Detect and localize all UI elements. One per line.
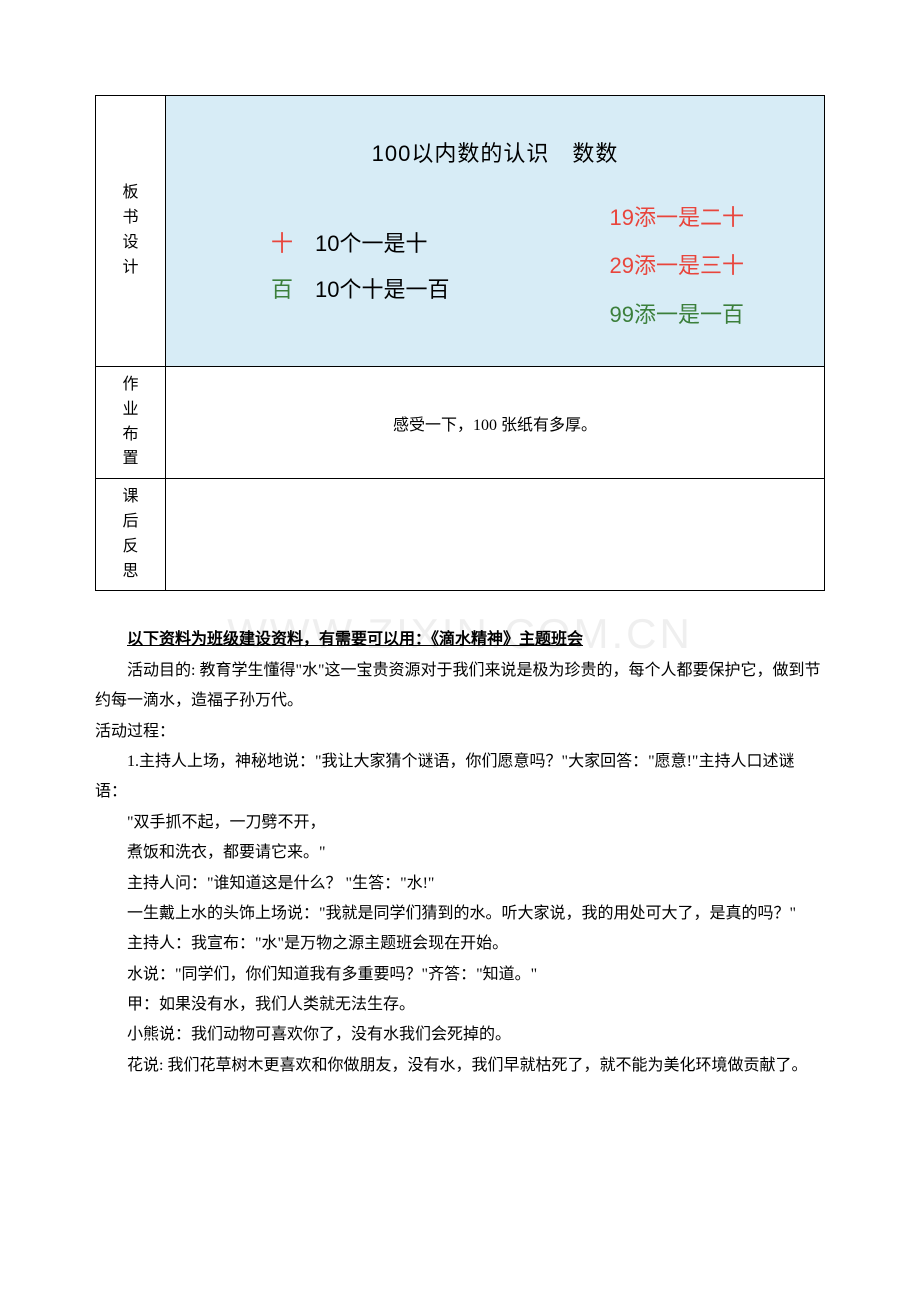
article-heading: 以下资料为班级建设资料，有需要可以用：《滴水精神》主题班会 bbox=[95, 625, 825, 655]
board-title: 100以内数的认识 数数 bbox=[166, 136, 824, 168]
board-right-line2: 29添一是三十 bbox=[610, 242, 744, 290]
article-paragraph: 小熊说：我们动物可喜欢你了，没有水我们会死掉的。 bbox=[95, 1020, 825, 1050]
row-label-homework: 作业布置 bbox=[96, 367, 166, 479]
table-row: 作业布置 感受一下，100 张纸有多厚。 bbox=[96, 367, 825, 479]
article-paragraph: 1.主持人上场，神秘地说："我让大家猜个谜语，你们愿意吗？"大家回答："愿意!"… bbox=[95, 747, 825, 808]
article-body: 以下资料为班级建设资料，有需要可以用：《滴水精神》主题班会 活动目的: 教育学生… bbox=[95, 625, 825, 1081]
spacer bbox=[293, 277, 315, 302]
article-paragraph: 甲：如果没有水，我们人类就无法生存。 bbox=[95, 990, 825, 1020]
label-text: 板书设计 bbox=[96, 181, 165, 280]
row-label-reflect: 课后反思 bbox=[96, 479, 166, 591]
board-design-figure: 100以内数的认识 数数 十 10个一是十 百 10个十是一百 19添一是二十 … bbox=[166, 96, 824, 366]
article-paragraph: 活动过程： bbox=[95, 717, 825, 747]
lesson-plan-table: 板书设计 100以内数的认识 数数 十 10个一是十 百 10个十是一百 19添… bbox=[95, 95, 825, 591]
board-design-cell: 100以内数的认识 数数 十 10个一是十 百 10个十是一百 19添一是二十 … bbox=[166, 96, 825, 367]
article-paragraph: 花说: 我们花草树木更喜欢和你做朋友，没有水，我们早就枯死了，就不能为美化环境做… bbox=[95, 1051, 825, 1081]
article-paragraph: 一生戴上水的头饰上场说："我就是同学们猜到的水。听大家说，我的用处可大了，是真的… bbox=[95, 899, 825, 929]
article-paragraph: 主持人：我宣布："水"是万物之源主题班会现在开始。 bbox=[95, 929, 825, 959]
reflect-cell bbox=[166, 479, 825, 591]
board-char-hundred: 百 bbox=[271, 277, 293, 302]
board-text-hundred: 10个十是一百 bbox=[315, 277, 449, 302]
table-row: 板书设计 100以内数的认识 数数 十 10个一是十 百 10个十是一百 19添… bbox=[96, 96, 825, 367]
board-left-line2: 百 10个十是一百 bbox=[271, 267, 450, 313]
article-paragraph: "双手抓不起，一刀劈不开， bbox=[95, 808, 825, 838]
board-char-ten: 十 bbox=[271, 231, 293, 256]
board-text-ten: 10个一是十 bbox=[315, 231, 427, 256]
label-text: 课后反思 bbox=[96, 485, 165, 584]
board-left-block: 十 10个一是十 百 10个十是一百 bbox=[271, 221, 450, 313]
board-right-line3: 99添一是一百 bbox=[610, 291, 744, 339]
article-paragraph: 水说："同学们，你们知道我有多重要吗？"齐答："知道。" bbox=[95, 960, 825, 990]
article-paragraph: 煮饭和洗衣，都要请它来。" bbox=[95, 838, 825, 868]
board-left-line1: 十 10个一是十 bbox=[271, 221, 450, 267]
article-paragraph: 主持人问："谁知道这是什么？ "生答："水!" bbox=[95, 869, 825, 899]
label-text: 作业布置 bbox=[96, 373, 165, 472]
board-right-line1: 19添一是二十 bbox=[610, 194, 744, 242]
row-label-board: 板书设计 bbox=[96, 96, 166, 367]
board-right-block: 19添一是二十 29添一是三十 99添一是一百 bbox=[610, 194, 744, 339]
table-row: 课后反思 bbox=[96, 479, 825, 591]
homework-cell: 感受一下，100 张纸有多厚。 bbox=[166, 367, 825, 479]
article-paragraph: 活动目的: 教育学生懂得"水"这一宝贵资源对于我们来说是极为珍贵的，每个人都要保… bbox=[95, 656, 825, 717]
spacer bbox=[293, 231, 315, 256]
